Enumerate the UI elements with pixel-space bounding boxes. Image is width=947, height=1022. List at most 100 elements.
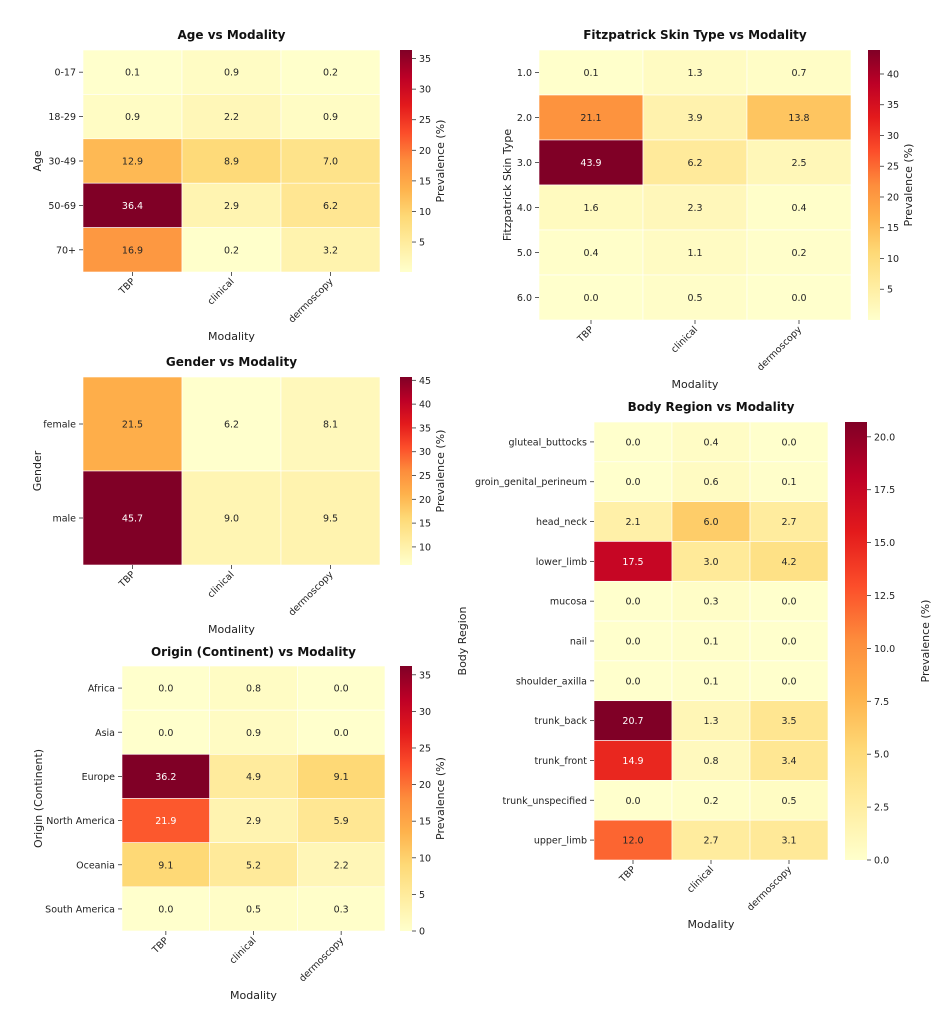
cell-label: 8.1 [323, 420, 338, 431]
cell-label: 36.4 [122, 201, 143, 212]
y-axis-label: Age [31, 150, 44, 172]
heatmap-cell [181, 49, 282, 95]
colorbar-tick-label: 30 [419, 85, 431, 96]
cell-label: 7.0 [323, 157, 338, 168]
heatmap-cell [82, 94, 183, 140]
x-tick-label: dermoscopy [745, 864, 794, 913]
heatmap-cell [82, 182, 183, 228]
y-axis-label: Origin (Continent) [32, 749, 45, 848]
y-tick-label: male [52, 514, 76, 525]
x-axis-label: Modality [208, 623, 255, 636]
cell-label: 0.9 [323, 112, 338, 123]
cell-label: 3.2 [323, 245, 338, 256]
cell-label: 12.0 [622, 836, 643, 847]
y-tick-label: Africa [88, 684, 115, 695]
cell-label: 0.0 [791, 293, 806, 304]
colorbar-tick-label: 10.0 [874, 644, 895, 655]
cell-label: 0.0 [334, 684, 349, 695]
heatmap-body: Body Region vs Modality 0.0 0.4 0.0 0.0 0.6 0.… [456, 400, 932, 931]
cell-label: 0.0 [158, 684, 173, 695]
heatmap-cell [538, 94, 644, 141]
colorbar-tick-label: 17.5 [874, 485, 895, 496]
cell-label: 1.6 [583, 203, 598, 214]
cell-label: 0.6 [703, 477, 718, 488]
cell-label: 1.3 [687, 68, 702, 79]
colorbar-tick-label: 40 [419, 400, 431, 411]
colorbar-tick-label: 10 [419, 207, 431, 218]
cell-label: 0.0 [158, 728, 173, 739]
heatmap-cell [280, 94, 381, 140]
cell-label: 0.0 [583, 293, 598, 304]
colorbar-tick-label: 2.5 [874, 803, 889, 814]
chart-title: Gender vs Modality [166, 355, 297, 369]
y-tick-label: 3.0 [517, 158, 532, 169]
colorbar-tick-label: 15.0 [874, 538, 895, 549]
colorbar-tick-label: 15 [419, 519, 431, 530]
colorbar-tick-label: 45 [419, 376, 431, 387]
heatmap-cell [209, 842, 298, 888]
heatmap-cell [280, 49, 381, 95]
heatmap-cell [671, 780, 751, 821]
y-tick-label: trunk_unspecified [502, 796, 587, 807]
cell-label: 0.2 [791, 248, 806, 259]
heatmap-cell [593, 620, 673, 662]
heatmap-cell [671, 740, 751, 781]
heatmap-cell [749, 660, 829, 702]
heatmap-cell [749, 421, 829, 463]
y-tick-label: 4.0 [517, 203, 532, 214]
heatmap-cell [749, 501, 829, 542]
cell-label: 1.3 [703, 716, 718, 727]
y-tick-label: trunk_back [534, 716, 587, 727]
colorbar-tick-label: 35 [419, 670, 431, 681]
heatmap-cell [593, 740, 673, 781]
colorbar-tick-label: 10 [887, 254, 899, 265]
cell-label: 2.3 [687, 203, 702, 214]
heatmap-cell [746, 184, 852, 231]
cell-label: 2.9 [224, 201, 239, 212]
cell-label: 0.0 [625, 477, 640, 488]
cell-label: 3.1 [781, 836, 796, 847]
heatmap-cell [82, 376, 183, 472]
cell-label: 4.2 [781, 557, 796, 568]
cell-label: 0.2 [323, 68, 338, 79]
colorbar-tick-label: 7.5 [874, 697, 889, 708]
x-axis-label: Modality [230, 989, 277, 1002]
cell-label: 8.9 [224, 157, 239, 168]
heatmap-cell [209, 709, 298, 755]
colorbar-tick-label: 30 [419, 447, 431, 458]
cell-label: 43.9 [580, 158, 601, 169]
x-tick-label: clinical [206, 276, 237, 307]
cell-label: 16.9 [122, 245, 143, 256]
x-axis-label: Modality [208, 330, 255, 343]
heatmap-cell [642, 139, 748, 186]
heatmap-cell [671, 819, 751, 861]
heatmap-cell [297, 709, 386, 755]
heatmap-cell [209, 665, 298, 711]
y-tick-label: 6.0 [517, 293, 532, 304]
x-axis-label: Modality [672, 378, 719, 391]
x-tick-label: dermoscopy [297, 935, 346, 984]
cell-label: 0.8 [246, 684, 261, 695]
cell-label: 17.5 [622, 557, 643, 568]
heatmap-cell [671, 660, 751, 702]
cell-label: 0.3 [334, 904, 349, 915]
cell-label: 0.2 [224, 245, 239, 256]
colorbar-tick-label: 35 [887, 100, 899, 111]
cell-label: 6.2 [323, 201, 338, 212]
cell-label: 9.0 [224, 514, 239, 525]
cell-label: 0.0 [781, 676, 796, 687]
cell-label: 21.5 [122, 420, 143, 431]
heatmap-cell [181, 138, 282, 184]
heatmap-cell [746, 229, 852, 276]
heatmap-age: Age vs Modality 0.1 0.9 0.2 0.9 2.2 0.9 12.9 8.9… [31, 28, 447, 343]
y-tick-label: 70+ [56, 245, 76, 256]
y-tick-label: 5.0 [517, 248, 532, 259]
colorbar [400, 50, 412, 272]
heatmap-cell [642, 49, 748, 96]
cell-label: 0.3 [703, 597, 718, 608]
cell-label: 3.5 [781, 716, 796, 727]
x-tick-label: TBP [116, 276, 137, 297]
cell-label: 2.1 [625, 517, 640, 528]
heatmap-gender: Gender vs Modality 21.5 6.2 8.1 45.7 9.0 9.5 fe… [31, 355, 447, 636]
chart-title: Fitzpatrick Skin Type vs Modality [583, 28, 807, 42]
